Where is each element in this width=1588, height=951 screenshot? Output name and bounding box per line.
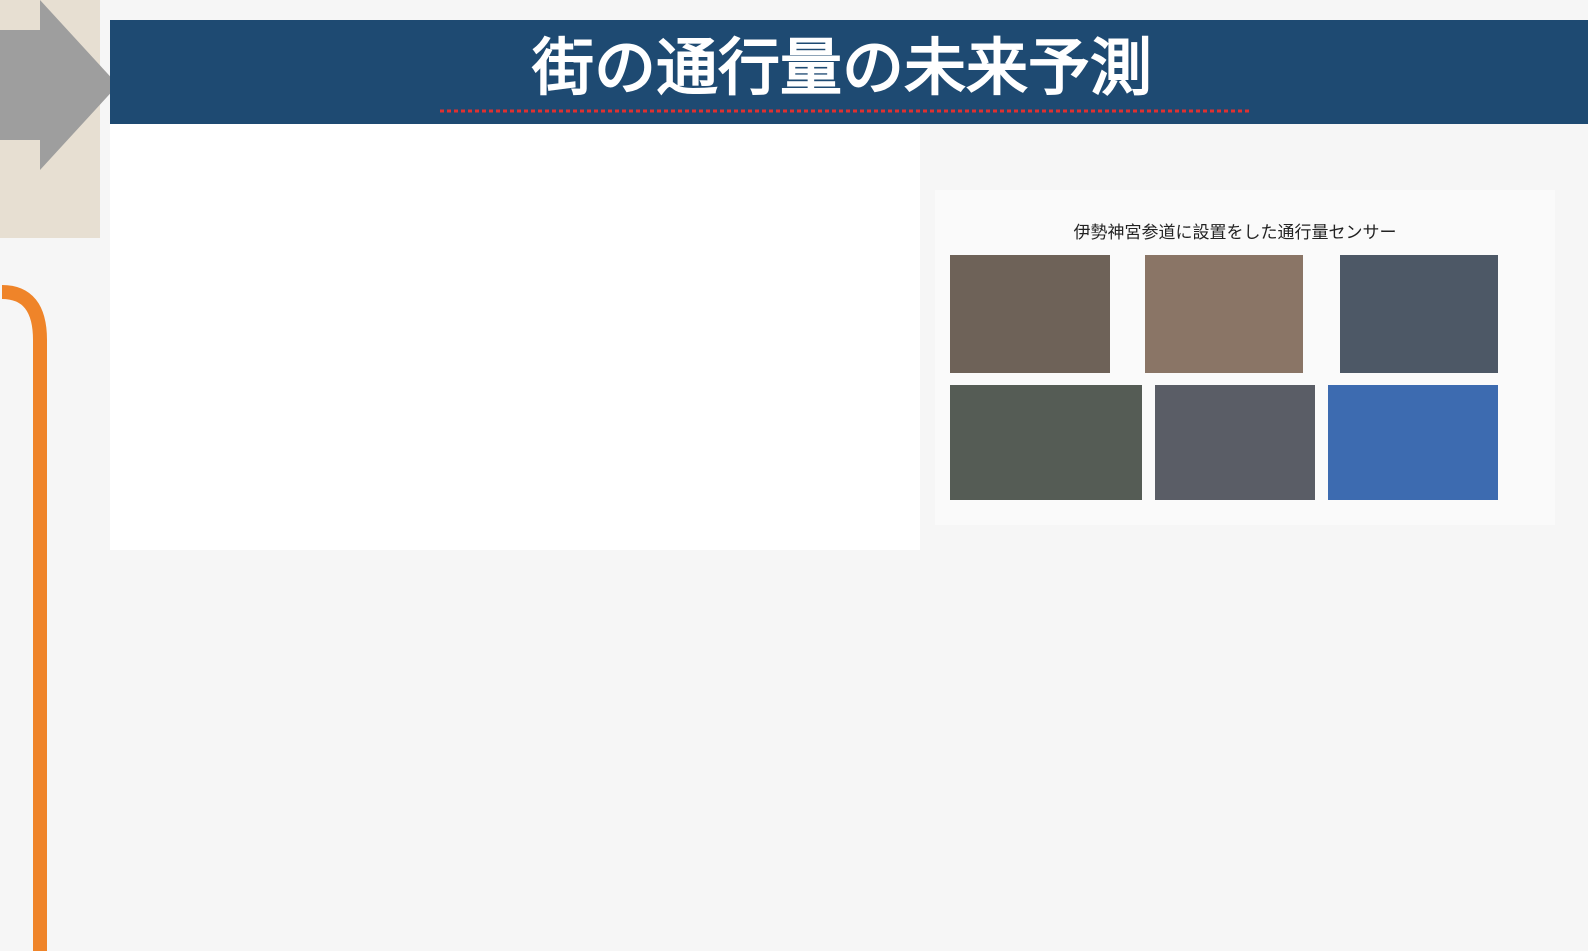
slide-title: 街の通行量の未来予測 [531,31,1152,104]
photo [1328,385,1498,500]
photo [1145,255,1303,373]
photo [950,385,1142,500]
photo-caption: 伊勢神宮参道に設置をした通行量センサー [1074,223,1397,243]
photo [1340,255,1498,373]
photo [950,255,1110,373]
page: 伊勢神宮参道に設置をした通行量センサー 街の通行量の未来予測 (() => { … [0,0,1588,951]
slide: 伊勢神宮参道に設置をした通行量センサー 街の通行量の未来予測 [0,0,1588,951]
inset-panel [110,122,920,550]
photo [1155,385,1315,500]
